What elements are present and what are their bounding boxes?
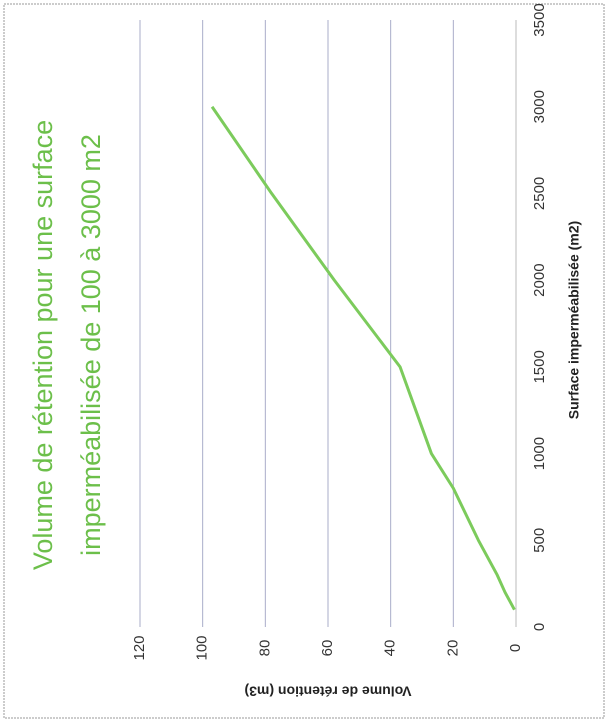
x-tick-label: 500 bbox=[531, 528, 548, 553]
y-tick-label: 40 bbox=[382, 640, 399, 657]
y-tick-label: 0 bbox=[507, 644, 524, 652]
chart-title: imperméabilisée de 100 à 3000 m2 bbox=[76, 134, 106, 556]
y-tick-label: 60 bbox=[319, 640, 336, 657]
x-axis-title: Surface imperméabilisée (m2) bbox=[566, 221, 582, 419]
x-tick-label: 0 bbox=[531, 623, 548, 631]
x-tick-label: 2500 bbox=[531, 177, 548, 210]
chart-title: Volume de rétention pour une surface bbox=[28, 120, 58, 570]
x-tick-label: 3500 bbox=[531, 3, 548, 36]
x-tick-label: 3000 bbox=[531, 90, 548, 123]
y-tick-label: 120 bbox=[131, 635, 148, 660]
chart-border bbox=[3, 3, 605, 719]
x-tick-label: 1500 bbox=[531, 350, 548, 383]
y-axis-title: Volume de rétention (m3) bbox=[245, 683, 412, 699]
y-tick-label: 100 bbox=[194, 635, 211, 660]
data-line bbox=[210, 105, 516, 611]
x-tick-label: 2000 bbox=[531, 263, 548, 296]
y-tick-label: 80 bbox=[256, 640, 273, 657]
y-tick-label: 20 bbox=[444, 640, 461, 657]
x-tick-label: 1000 bbox=[531, 437, 548, 470]
